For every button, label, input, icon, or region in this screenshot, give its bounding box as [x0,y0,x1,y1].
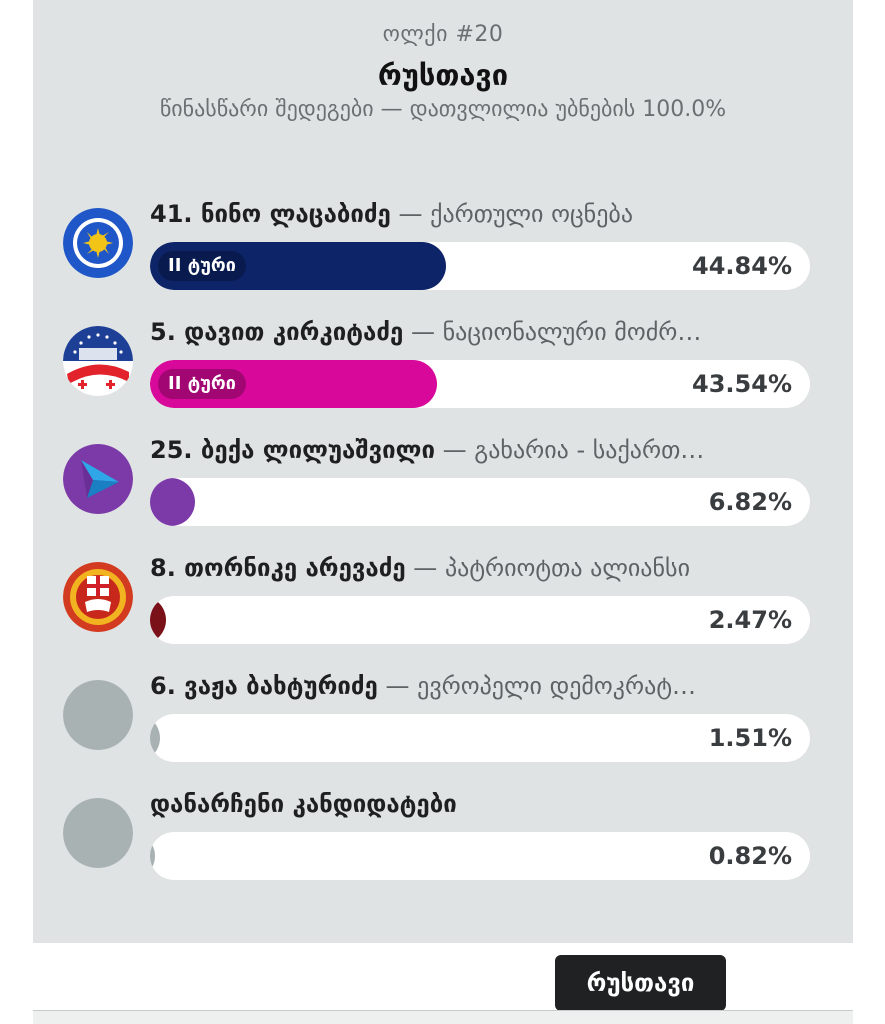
vote-bar: 6.82% [150,478,810,526]
vote-bar: II ტური 44.84% [150,242,810,290]
candidate-name-line: დანარჩენი კანდიდატები [150,790,810,818]
national-movement-logo-icon [63,326,133,396]
vote-bar-fill [150,478,196,526]
results-panel: ოლქი #20 რუსთავი წინასწარი შედეგები — და… [33,0,853,943]
runoff-badge: II ტური [158,369,246,399]
vote-bar-fill [150,832,156,880]
vote-bar-fill [150,714,160,762]
vote-percent: 44.84% [692,252,792,280]
name-party-separator: — [398,200,431,228]
vote-percent: 6.82% [708,488,792,516]
results-status: წინასწარი შედეგები — დათვლილია უბნების 1… [159,97,727,122]
vote-bar-fill [150,360,438,408]
candidate-name-line: 25. ბექა ლილუაშვილი — გახარია - საქართ… [150,436,810,464]
page-title: რუსთავი [377,58,509,92]
party-name: ქართული ოცნება [430,200,634,228]
vote-bar: 1.51% [150,714,810,762]
vote-bar-fill [150,596,167,644]
runoff-badge: II ტური [158,251,246,281]
candidate-row: 8. თორნიკე არევაძე — პატრიოტთა ალიანსი 2… [63,550,843,650]
district-number: ოლქი #20 [382,22,504,47]
footer-strip [33,1011,853,1024]
name-party-separator: — [410,318,443,346]
candidate-row: დანარჩენი კანდიდატები 0.82% [63,786,843,886]
candidate-name: 6. ვაჟა ბახტურიძე [150,672,378,700]
gakharia-party-logo-icon [63,444,133,514]
candidate-name: 25. ბექა ლილუაშვილი [150,436,435,464]
name-party-separator: — [413,554,445,582]
party-name: პატრიოტთა ალიანსი [444,554,690,582]
vote-percent: 43.54% [692,370,792,398]
placeholder-logo-icon [63,798,133,868]
candidate-row: 25. ბექა ლილუაშვილი — გახარია - საქართ… … [63,432,843,532]
name-party-separator: — [385,672,418,700]
vote-bar: 2.47% [150,596,810,644]
patriots-alliance-logo-icon [63,562,133,632]
candidate-name: 41. ნინო ლაცაბიძე [150,200,391,228]
vote-percent: 2.47% [708,606,792,634]
vote-bar: II ტური 43.54% [150,360,810,408]
vote-percent: 0.82% [708,842,792,870]
footer-divider [33,1010,853,1011]
candidate-row: 6. ვაჟა ბახტურიძე — ევროპელი დემოკრატ… 1… [63,668,843,768]
vote-percent: 1.51% [708,724,792,752]
candidate-name: 8. თორნიკე არევაძე [150,554,406,582]
candidate-name: დანარჩენი კანდიდატები [150,790,457,818]
candidate-name-line: 41. ნინო ლაცაბიძე — ქართული ოცნება [150,200,810,228]
party-name: ევროპელი დემოკრატ… [417,672,697,700]
name-party-separator: — [442,436,475,464]
georgian-dream-logo-icon [63,208,133,278]
vote-bar: 0.82% [150,832,810,880]
candidate-name-line: 8. თორნიკე არევაძე — პატრიოტთა ალიანსი [150,554,810,582]
placeholder-logo-icon [63,680,133,750]
candidate-name: 5. დავით კირკიტაძე [150,318,404,346]
candidate-row: 41. ნინო ლაცაბიძე — ქართული ოცნება II ტუ… [63,196,843,296]
party-name: ნაციონალური მოძრ… [442,318,702,346]
vote-bar-fill [150,242,446,290]
candidate-name-line: 6. ვაჟა ბახტურიძე — ევროპელი დემოკრატ… [150,672,810,700]
candidate-name-line: 5. დავით კირკიტაძე — ნაციონალური მოძრ… [150,318,810,346]
district-select-button[interactable]: რუსთავი [555,955,726,1011]
candidate-row: 5. დავით კირკიტაძე — ნაციონალური მოძრ… I… [63,314,843,414]
party-name: გახარია - საქართ… [474,436,705,464]
